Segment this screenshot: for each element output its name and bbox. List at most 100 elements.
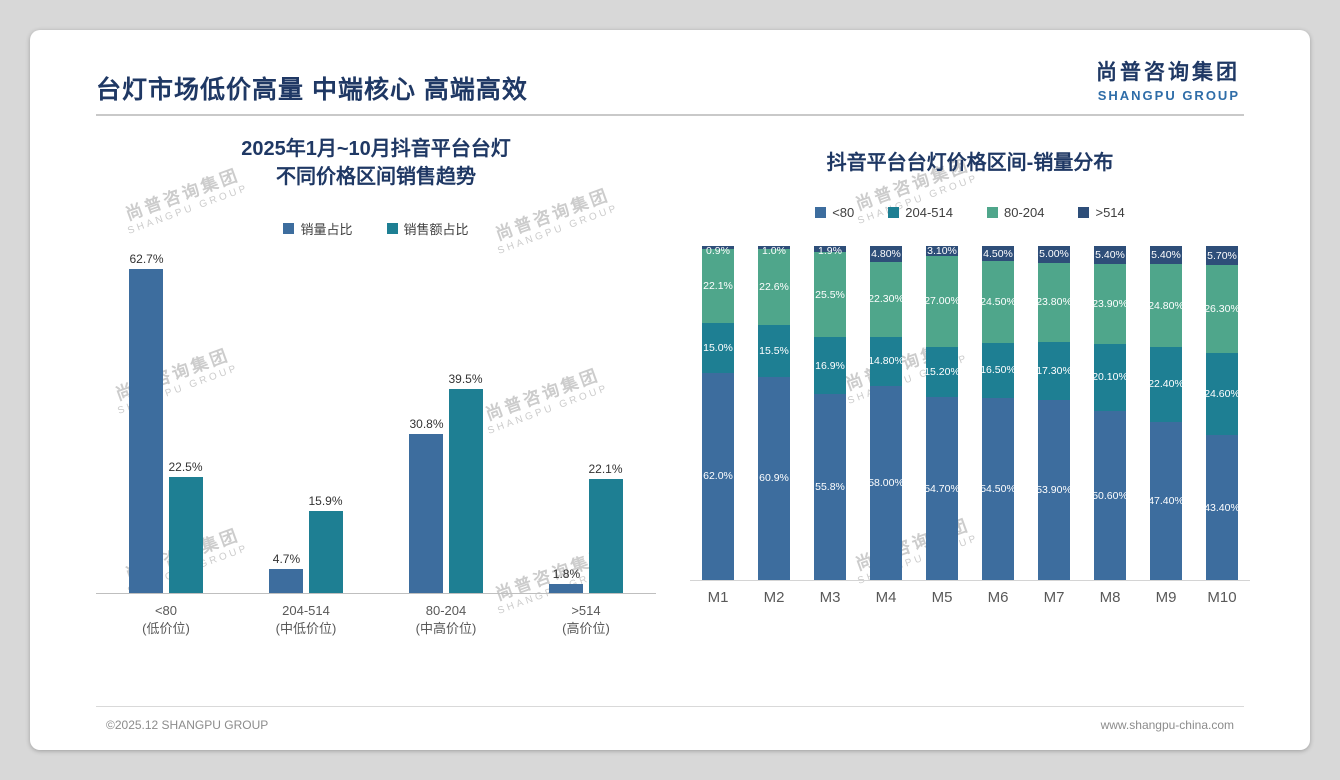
bar — [409, 433, 444, 593]
bar-value-label: 30.8% — [409, 416, 444, 431]
category-label-line2: (低价位) — [142, 621, 190, 636]
stacked-segment: 55.8% — [814, 393, 846, 580]
category-label: M9 — [1155, 589, 1177, 606]
bar-column: 1.8% — [549, 567, 584, 593]
footer-divider — [96, 706, 1244, 707]
bar-value-label: 39.5% — [448, 371, 483, 386]
stacked-segment: 54.70% — [926, 397, 958, 580]
title-underline — [96, 114, 1244, 116]
stacked-bar-slot: 60.9% 15.5% 22.6% 1.0% — [746, 245, 802, 580]
left-legend-item: 销量占比 — [283, 219, 353, 238]
stacked-segment: 50.60% — [1094, 411, 1126, 580]
stacked-bar: 53.90% 17.30% 23.80% 5.00% — [1038, 246, 1070, 580]
segment-value-label: 58.00% — [870, 477, 902, 490]
legend-swatch — [1078, 207, 1090, 218]
stacked-segment: 22.6% — [758, 249, 790, 325]
segment-value-label: 22.6% — [759, 281, 789, 294]
stacked-bar: 60.9% 15.5% 22.6% 1.0% — [758, 245, 790, 580]
stacked-segment: 23.90% — [1094, 264, 1126, 344]
bar-value-label: 15.9% — [308, 493, 343, 508]
stacked-bar: 54.70% 15.20% 27.00% 3.10% — [926, 245, 958, 580]
category-label: M2 — [763, 589, 785, 606]
left-chart-category-axis: <80 (低价位) 204-514 (中低价位) 80-204 (中高价位) >514 (高价… — [96, 602, 656, 638]
bar-group: 1.8% 22.1% — [516, 244, 656, 593]
bar-column: 30.8% — [409, 416, 444, 593]
right-chart-category-axis: M1 M2 M3 M4 M5 M6 M7 M8 M9 M10 — [690, 589, 1250, 607]
stacked-bar-slot: 54.70% 15.20% 27.00% 3.10% — [914, 245, 970, 580]
right-chart-legend: <80 204-514 80-204 >514 — [690, 205, 1250, 220]
segment-value-label: 4.50% — [983, 247, 1013, 260]
segment-value-label: 15.0% — [703, 341, 733, 354]
segment-value-label: 22.30% — [870, 293, 902, 306]
legend-swatch — [987, 207, 998, 218]
stacked-segment: 22.1% — [702, 249, 734, 323]
stacked-segment: 43.40% — [1206, 435, 1238, 580]
segment-value-label: 27.00% — [926, 295, 958, 308]
stacked-segment: 5.70% — [1206, 246, 1238, 266]
stacked-segment: 15.20% — [926, 346, 958, 398]
stacked-segment: 3.10% — [926, 245, 958, 257]
right-legend-label: 204-514 — [905, 205, 953, 220]
bar-group: 4.7% 15.9% — [236, 244, 376, 593]
stacked-segment: 60.9% — [758, 376, 790, 580]
segment-value-label: 5.40% — [1095, 249, 1125, 262]
bar — [549, 583, 584, 593]
stacked-segment: 24.80% — [1150, 264, 1182, 347]
bar-group: 62.7% 22.5% — [96, 244, 236, 593]
right-chart-plot: 62.0% 15.0% 22.1% 0.9% 60.9% 15.5% 22.6% 1.0% 55… — [690, 245, 1250, 581]
stacked-segment: 16.9% — [814, 337, 846, 394]
stacked-segment: 26.30% — [1206, 265, 1238, 353]
category-label: M10 — [1207, 589, 1237, 606]
stacked-segment: 15.5% — [758, 324, 790, 377]
stacked-segment: 17.30% — [1038, 342, 1070, 400]
stacked-bar: 54.50% 16.50% 24.50% 4.50% — [982, 246, 1014, 580]
category-label: M7 — [1043, 589, 1065, 606]
segment-value-label: 23.80% — [1038, 296, 1070, 309]
stacked-bar-slot: 50.60% 20.10% 23.90% 5.40% — [1082, 246, 1138, 580]
stacked-segment: 5.40% — [1094, 246, 1126, 265]
segment-value-label: 54.50% — [982, 483, 1014, 495]
segment-value-label: 60.9% — [759, 472, 789, 485]
segment-value-label: 43.40% — [1206, 501, 1238, 514]
brand-logo: 尚普咨询集团 SHANGPU GROUP — [1096, 56, 1240, 103]
stacked-segment: 27.00% — [926, 256, 958, 347]
category-label-line1: >514 — [571, 603, 601, 618]
category-label: M1 — [707, 589, 729, 606]
stacked-bar-slot: 54.50% 16.50% 24.50% 4.50% — [970, 246, 1026, 580]
stacked-segment: 58.00% — [870, 386, 902, 580]
category-label: 80-204 (中高价位) — [376, 602, 516, 638]
legend-swatch — [283, 223, 295, 234]
left-chart-title-line2: 不同价格区间销售趋势 — [276, 166, 476, 188]
bar — [269, 568, 304, 593]
bar-value-label: 22.5% — [168, 459, 203, 474]
segment-value-label: 4.80% — [871, 248, 901, 261]
stacked-segment: 5.40% — [1150, 246, 1182, 265]
stacked-bar: 58.00% 14.80% 22.30% 4.80% — [870, 246, 902, 580]
right-legend-item: <80 — [815, 205, 854, 220]
stacked-segment: 5.00% — [1038, 246, 1070, 263]
legend-swatch — [815, 207, 827, 218]
left-chart: 2025年1月~10月抖音平台台灯 不同价格区间销售趋势 销量占比 销售额占比 6… — [96, 135, 656, 638]
brand-logo-en: SHANGPU GROUP — [1097, 88, 1240, 103]
left-chart-title: 2025年1月~10月抖音平台台灯 不同价格区间销售趋势 — [96, 135, 656, 191]
bar — [448, 388, 483, 593]
stacked-segment: 23.80% — [1038, 262, 1070, 343]
bar-column: 39.5% — [449, 372, 483, 593]
stacked-segment: 4.80% — [870, 246, 902, 263]
right-legend-item: >514 — [1078, 205, 1125, 220]
stacked-segment: 15.0% — [702, 322, 734, 373]
category-label: <80 (低价位) — [96, 602, 236, 638]
category-label: M6 — [987, 589, 1009, 606]
stacked-bar-slot: 62.0% 15.0% 22.1% 0.9% — [690, 245, 746, 580]
segment-value-label: 50.60% — [1094, 489, 1126, 502]
segment-value-label: 55.8% — [815, 480, 845, 493]
left-chart-legend: 销量占比 销售额占比 — [96, 219, 656, 238]
left-chart-title-line1: 2025年1月~10月抖音平台台灯 — [241, 138, 511, 160]
bar-column: 62.7% — [129, 252, 164, 593]
stacked-segment: 1.0% — [758, 245, 790, 257]
category-label: >514 (高价位) — [516, 602, 656, 638]
segment-value-label: 22.1% — [703, 279, 733, 292]
footer-website: www.shangpu-china.com — [1100, 718, 1234, 732]
stacked-bar-slot: 43.40% 24.60% 26.30% 5.70% — [1194, 246, 1250, 580]
stacked-segment: 14.80% — [870, 336, 902, 387]
